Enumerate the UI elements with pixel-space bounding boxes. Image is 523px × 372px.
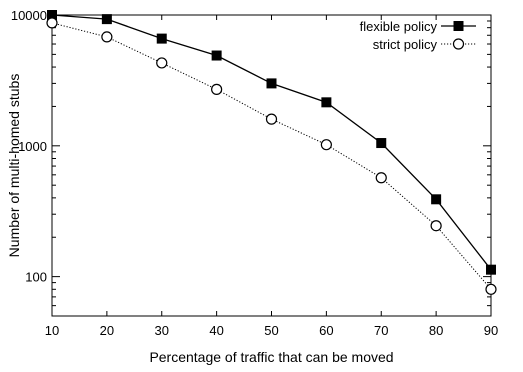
- legend-label-strict-policy: strict policy: [373, 37, 438, 52]
- data-point-flexible-policy: [47, 10, 57, 20]
- x-tick-label: 50: [264, 323, 278, 338]
- y-tick-label: 10000: [11, 8, 47, 23]
- y-tick-label: 100: [25, 270, 47, 285]
- x-tick-label: 10: [45, 323, 59, 338]
- series-layer: [46, 10, 497, 295]
- legend-marker-strict-policy: [452, 38, 465, 50]
- plot-area: [51, 14, 492, 317]
- x-tick-label: 30: [155, 323, 169, 338]
- data-point-strict-policy: [485, 283, 497, 295]
- y-axis: 100 1000 10000: [11, 8, 491, 317]
- x-tick-label: 20: [100, 323, 114, 338]
- data-point-flexible-policy: [376, 138, 387, 149]
- y-axis-label: Number of multi-homed stubs: [6, 74, 22, 258]
- data-point-strict-policy: [101, 31, 113, 43]
- x-tick-label: 90: [484, 323, 498, 338]
- data-point-flexible-policy: [486, 264, 496, 275]
- data-point-strict-policy: [265, 113, 278, 125]
- series-flexible-policy: [47, 10, 496, 275]
- series-strict-policy: [46, 17, 497, 295]
- data-point-strict-policy: [375, 172, 387, 184]
- data-point-strict-policy: [46, 17, 58, 29]
- legend: flexible policy strict policy: [360, 19, 476, 52]
- data-point-flexible-policy: [156, 33, 167, 44]
- series-line-flexible-policy: [51, 14, 492, 271]
- series-line-strict-policy: [51, 22, 492, 290]
- x-axis: 10 20 30 40 50 60 70 80 90: [45, 15, 498, 338]
- x-tick-label: 80: [429, 323, 443, 338]
- data-point-strict-policy: [156, 57, 168, 69]
- plot-frame: [51, 14, 492, 317]
- x-tick-label: 60: [319, 323, 333, 338]
- legend-label-flexible-policy: flexible policy: [360, 19, 438, 34]
- y-tick-label: 1000: [18, 139, 47, 154]
- data-point-flexible-policy: [211, 50, 222, 61]
- data-point-strict-policy: [320, 139, 332, 151]
- legend-marker-flexible-policy: [453, 21, 464, 31]
- data-point-flexible-policy: [266, 78, 277, 89]
- data-point-strict-policy: [211, 83, 223, 95]
- data-point-flexible-policy: [321, 97, 332, 108]
- x-tick-label: 70: [374, 323, 388, 338]
- x-axis-label: Percentage of traffic that can be moved: [149, 349, 393, 365]
- data-point-flexible-policy: [101, 14, 112, 25]
- x-tick-label: 40: [209, 323, 223, 338]
- data-point-strict-policy: [430, 220, 442, 232]
- data-point-flexible-policy: [431, 194, 442, 205]
